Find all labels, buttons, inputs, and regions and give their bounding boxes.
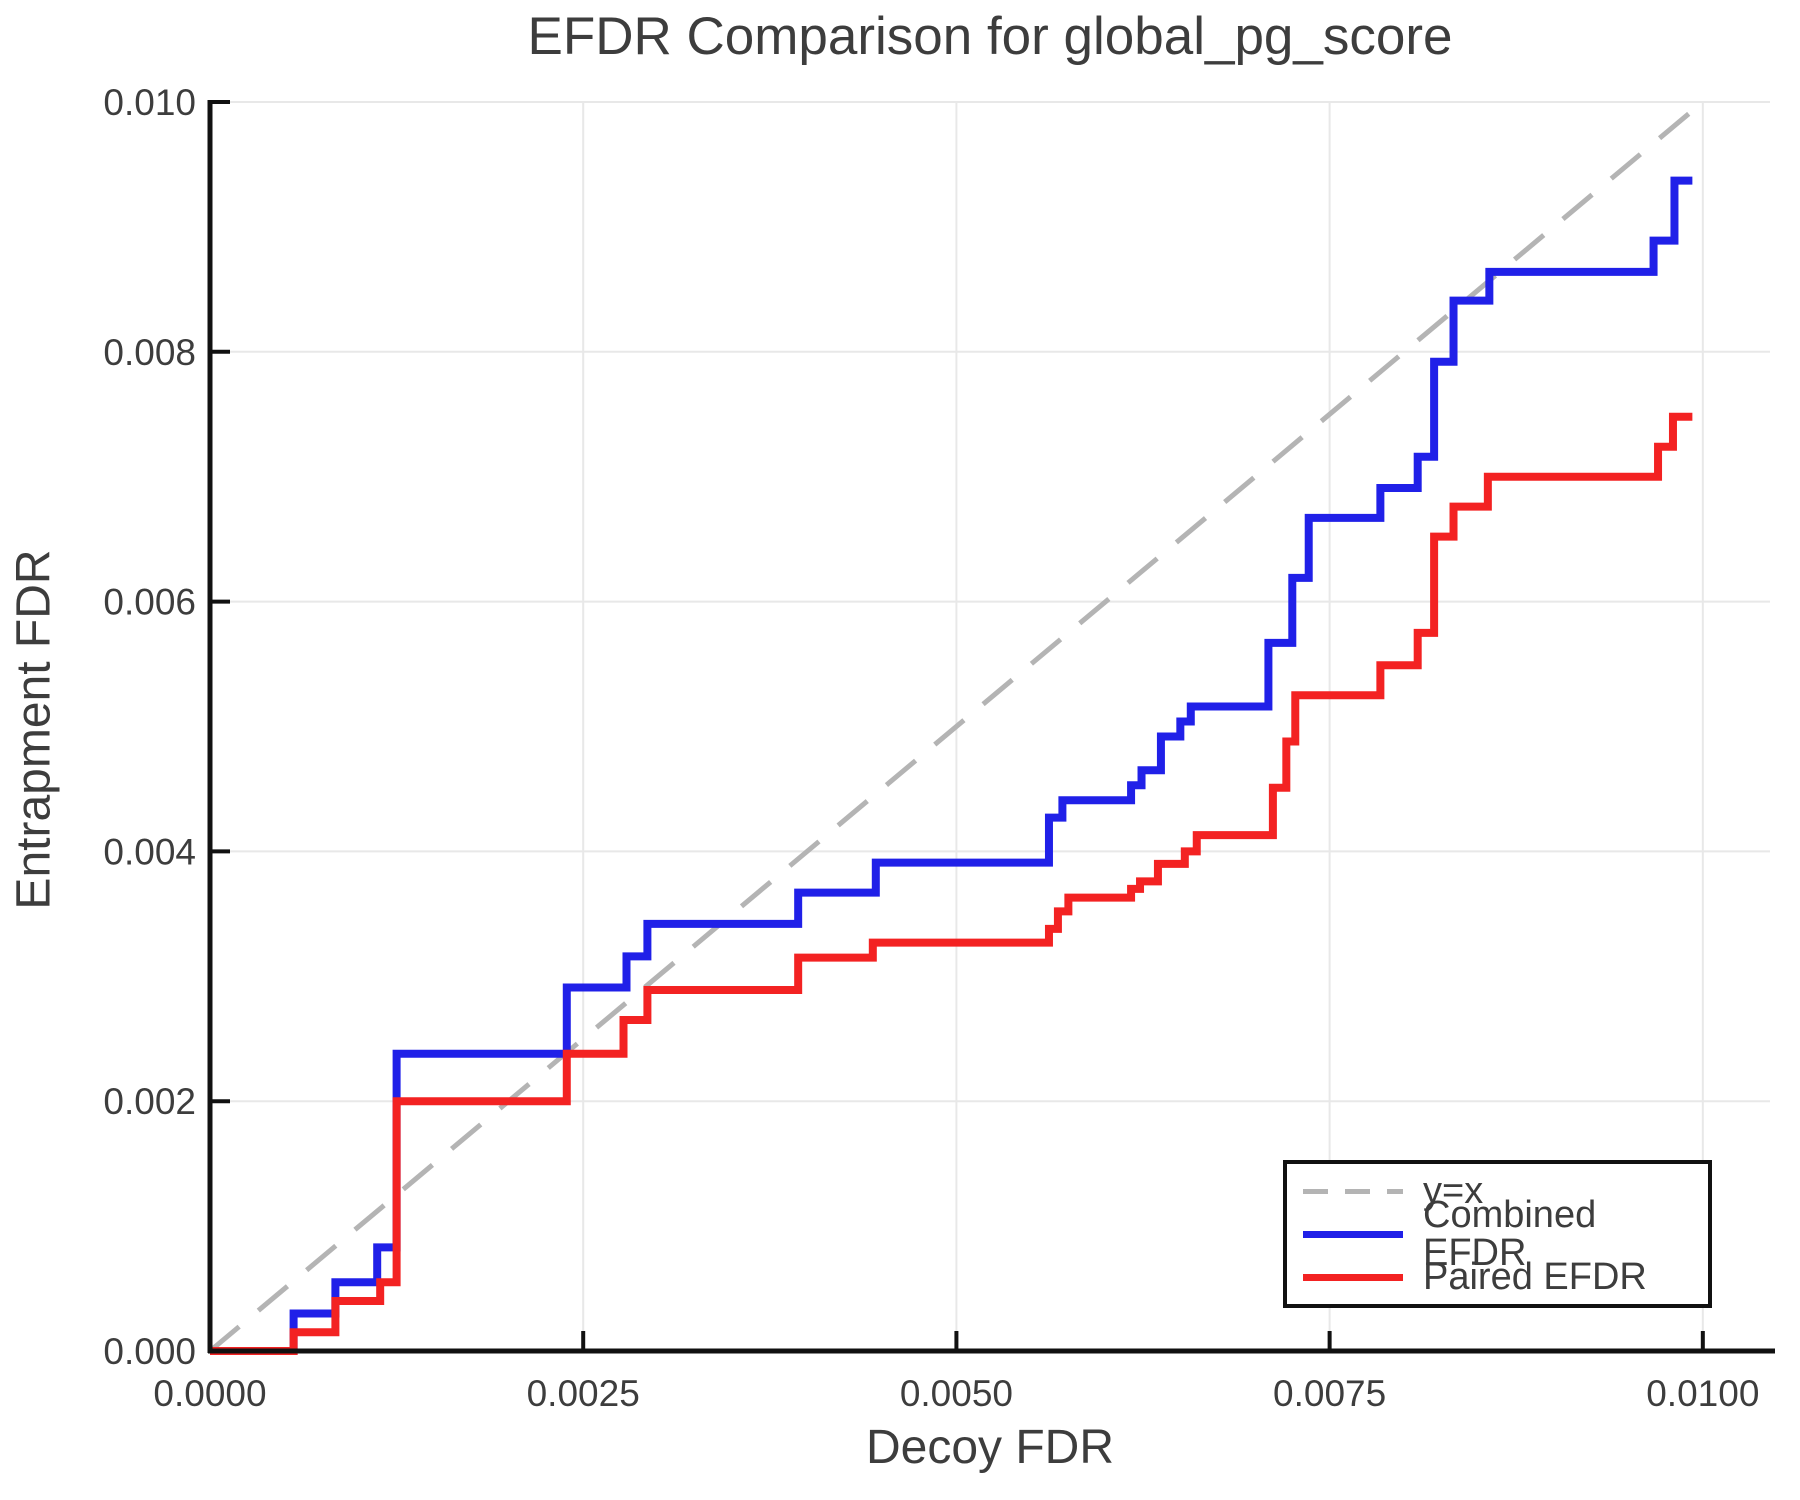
x-axis-title: Decoy FDR <box>865 1421 1115 1474</box>
legend-line-combined-efdr <box>1303 1230 1403 1238</box>
y-axis-title: Entrapment FDR <box>7 549 61 910</box>
y-tick-label: 0.010 <box>103 82 196 123</box>
chart-title: EFDR Comparison for global_pg_score <box>527 7 1453 66</box>
x-tick-label: 0.0100 <box>1646 1373 1759 1414</box>
legend-item-paired-efdr: Paired EFDR <box>1303 1257 1708 1297</box>
legend-item-yx: y=x <box>1303 1171 1708 1211</box>
x-tick-label: 0.0075 <box>1273 1373 1386 1414</box>
y-tick-label: 0.000 <box>103 1331 196 1372</box>
x-tick-label: 0.0050 <box>900 1373 1013 1414</box>
legend-label-combined-efdr: Combined EFDR <box>1423 1194 1597 1274</box>
y-tick-label: 0.004 <box>103 831 196 872</box>
y-tick-label: 0.008 <box>103 332 196 373</box>
legend-label-yx: y=x <box>1423 1170 1484 1212</box>
legend-label-paired-efdr: Paired EFDR <box>1423 1256 1647 1298</box>
legend-item-combined-efdr: Combined EFDR <box>1303 1196 1708 1272</box>
y-tick-label: 0.002 <box>103 1081 196 1122</box>
series-y-x <box>208 100 1705 1353</box>
legend-line-paired-efdr <box>1303 1273 1403 1281</box>
legend: y=x Combined EFDR Paired EFDR <box>1283 1160 1712 1308</box>
series-paired-efdr <box>210 412 1693 1355</box>
y-tick-label: 0.006 <box>103 582 196 623</box>
series-combined-efdr <box>210 176 1693 1355</box>
x-tick-label: 0.0025 <box>527 1373 640 1414</box>
legend-line-yx <box>1303 1188 1403 1194</box>
x-tick-label: 0.0000 <box>153 1373 266 1414</box>
